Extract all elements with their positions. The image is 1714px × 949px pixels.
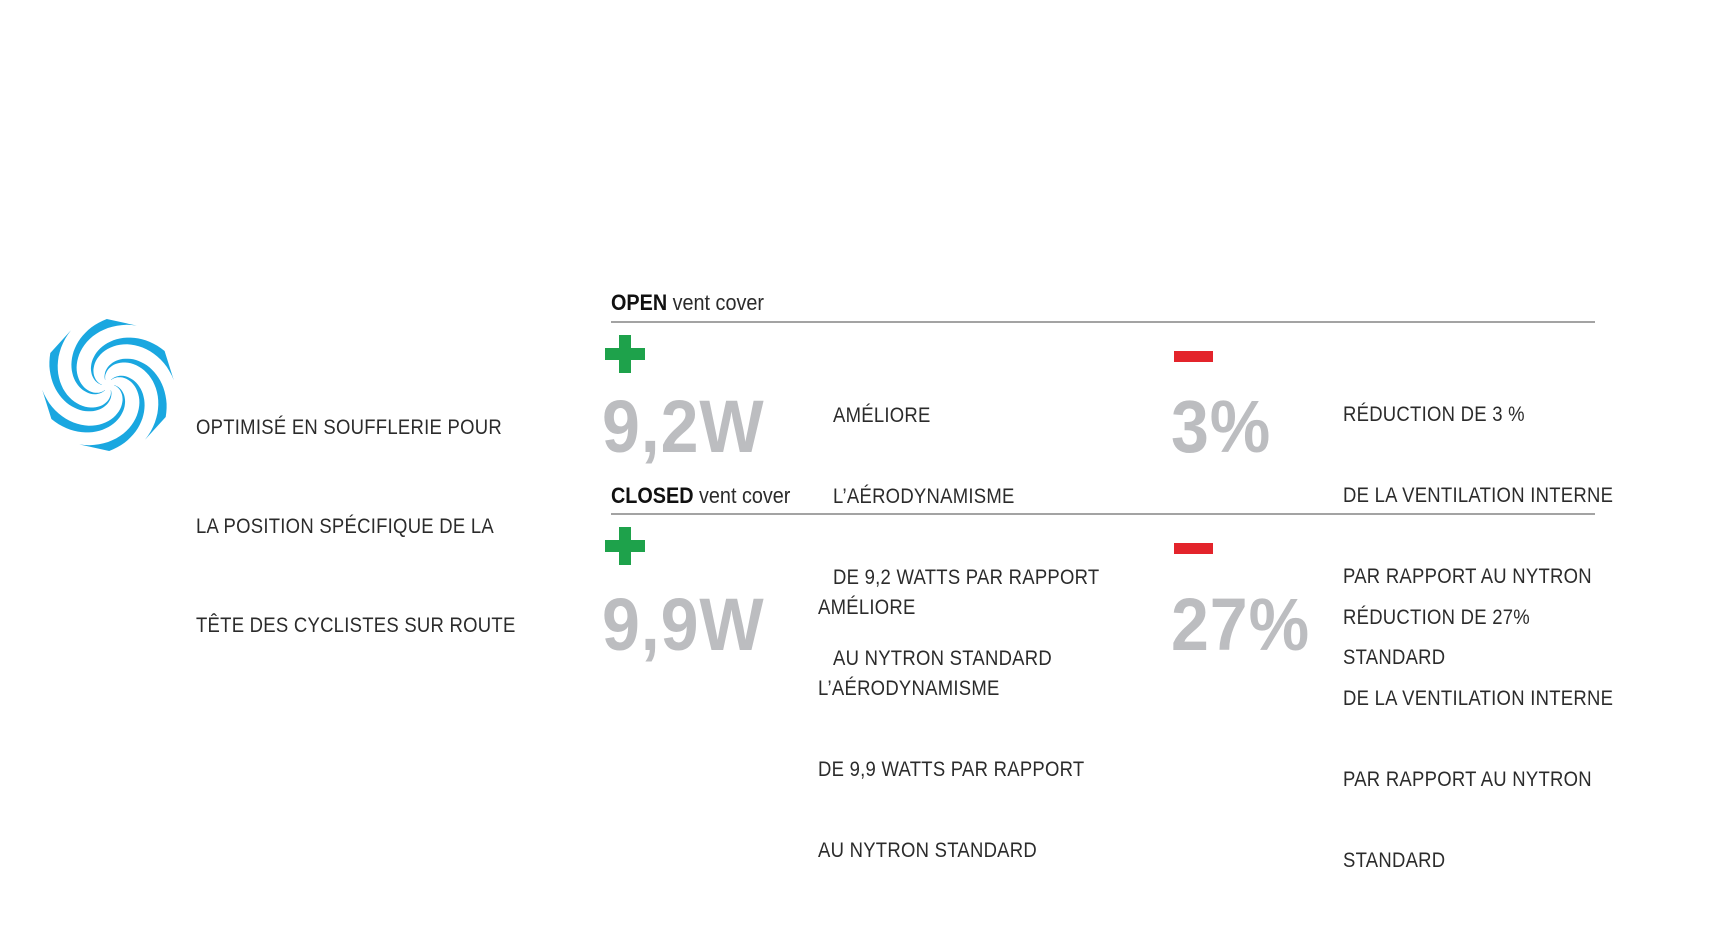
swirl-arm — [90, 337, 174, 385]
plus-icon — [605, 527, 645, 565]
loss-description: RÉDUCTION DE 27% DE LA VENTILATION INTER… — [1343, 550, 1613, 901]
desc-line: PAR RAPPORT AU NYTRON — [1343, 768, 1592, 791]
desc-line: AU NYTRON STANDARD — [833, 647, 1052, 670]
desc-line: DE LA VENTILATION INTERNE — [1343, 484, 1614, 507]
intro-line: LA POSITION SPÉCIFIQUE DE LA — [196, 515, 495, 538]
wind-swirl-icon — [42, 319, 174, 451]
desc-line: DE 9,9 WATTS PAR RAPPORT — [818, 758, 1085, 781]
loss-value: 3% — [1171, 385, 1272, 468]
divider — [611, 513, 1595, 515]
desc-line: L’AÉRODYNAMISME — [833, 485, 1015, 508]
minus-icon — [1174, 543, 1213, 554]
desc-line: RÉDUCTION DE 3 % — [1343, 403, 1525, 426]
section-header-closed: CLOSED vent cover — [611, 483, 791, 508]
intro-line: OPTIMISÉ EN SOUFFLERIE POUR — [196, 416, 502, 439]
loss-description: RÉDUCTION DE 3 % DE LA VENTILATION INTER… — [1343, 347, 1613, 698]
intro-line: TÊTE DES CYCLISTES SUR ROUTE — [196, 614, 516, 637]
desc-line: AU NYTRON STANDARD — [818, 839, 1037, 862]
gain-value: 9,2W — [602, 385, 765, 468]
swirl-arm — [71, 319, 137, 395]
desc-line: L’AÉRODYNAMISME — [818, 677, 1000, 700]
swirl-arm — [49, 330, 112, 412]
gain-description: AMÉLIORE L’AÉRODYNAMISME DE 9,2 WATTS PA… — [833, 348, 1099, 699]
gain-description: AMÉLIORE L’AÉRODYNAMISME DE 9,9 WATTS PA… — [818, 540, 1084, 891]
desc-line: PAR RAPPORT AU NYTRON — [1343, 565, 1592, 588]
gain-value: 9,9W — [602, 583, 765, 666]
divider — [611, 321, 1595, 323]
desc-line: DE 9,2 WATTS PAR RAPPORT — [833, 566, 1100, 589]
desc-line: STANDARD — [1343, 646, 1446, 669]
swirl-arm — [104, 358, 167, 440]
swirl-arm — [42, 385, 126, 433]
swirl-arm — [79, 375, 145, 451]
desc-line: STANDARD — [1343, 849, 1446, 872]
intro-text: OPTIMISÉ EN SOUFFLERIE POUR LA POSITION … — [196, 345, 516, 675]
desc-line: RÉDUCTION DE 27% — [1343, 606, 1531, 629]
minus-icon — [1174, 351, 1213, 362]
desc-line: AMÉLIORE — [818, 596, 916, 619]
section-header-open: OPEN vent cover — [611, 290, 764, 315]
loss-value: 27% — [1171, 583, 1311, 666]
desc-line: AMÉLIORE — [833, 404, 931, 427]
plus-icon — [605, 335, 645, 373]
desc-line: DE LA VENTILATION INTERNE — [1343, 687, 1614, 710]
